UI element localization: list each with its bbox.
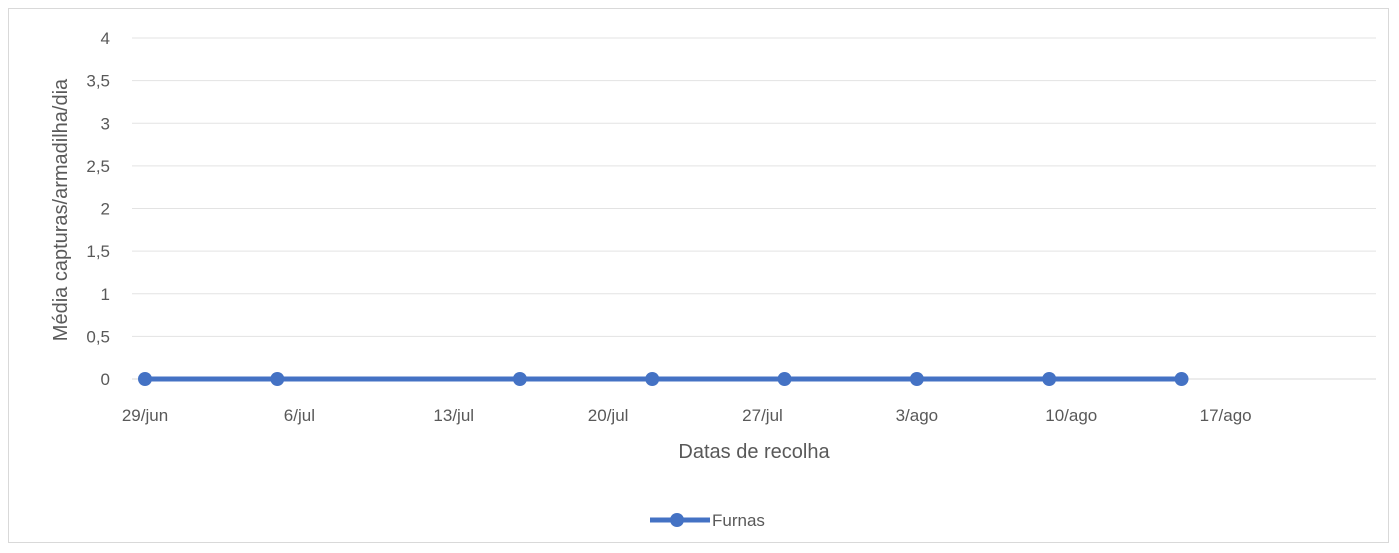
- legend-marker: [670, 513, 684, 527]
- y-tick-label: 0: [101, 370, 110, 389]
- y-tick-label: 4: [101, 29, 110, 48]
- x-tick-label: 20/jul: [588, 406, 629, 425]
- y-tick-label: 1: [101, 285, 110, 304]
- data-point: [645, 372, 660, 386]
- data-point: [1042, 372, 1057, 386]
- gridlines: [132, 37, 1376, 380]
- y-tick-label: 1,5: [86, 242, 110, 261]
- x-tick-label: 10/ago: [1045, 406, 1097, 425]
- x-tick-label: 6/jul: [284, 406, 315, 425]
- y-tick-label: 2,5: [86, 157, 110, 176]
- y-axis-ticks: 0 0,5 1 1,5 2 2,5 3 3,5 4: [86, 29, 110, 389]
- data-point: [270, 372, 285, 386]
- legend: Furnas: [650, 511, 765, 530]
- y-axis-title: Média capturas/armadilha/dia: [50, 78, 72, 341]
- x-tick-label: 29/jun: [122, 406, 168, 425]
- x-axis-ticks: 29/jun 6/jul 13/jul 20/jul 27/jul 3/ago 10/ago…: [122, 406, 1252, 425]
- x-tick-label: 17/ago: [1200, 406, 1252, 425]
- data-point: [909, 372, 924, 386]
- y-tick-label: 0,5: [86, 327, 110, 346]
- y-tick-label: 3: [101, 114, 110, 133]
- x-tick-label: 3/ago: [896, 406, 939, 425]
- x-tick-label: 13/jul: [433, 406, 474, 425]
- chart-area: [8, 8, 1389, 543]
- data-point: [777, 372, 792, 386]
- data-point: [138, 372, 152, 386]
- y-tick-label: 3,5: [86, 72, 110, 91]
- x-tick-label: 27/jul: [742, 406, 783, 425]
- y-tick-label: 2: [101, 200, 110, 219]
- x-axis-title: Datas de recolha: [678, 441, 830, 463]
- series-layer: [138, 372, 1189, 386]
- data-point: [1174, 372, 1189, 386]
- legend-label: Furnas: [712, 511, 765, 530]
- data-point: [512, 372, 527, 386]
